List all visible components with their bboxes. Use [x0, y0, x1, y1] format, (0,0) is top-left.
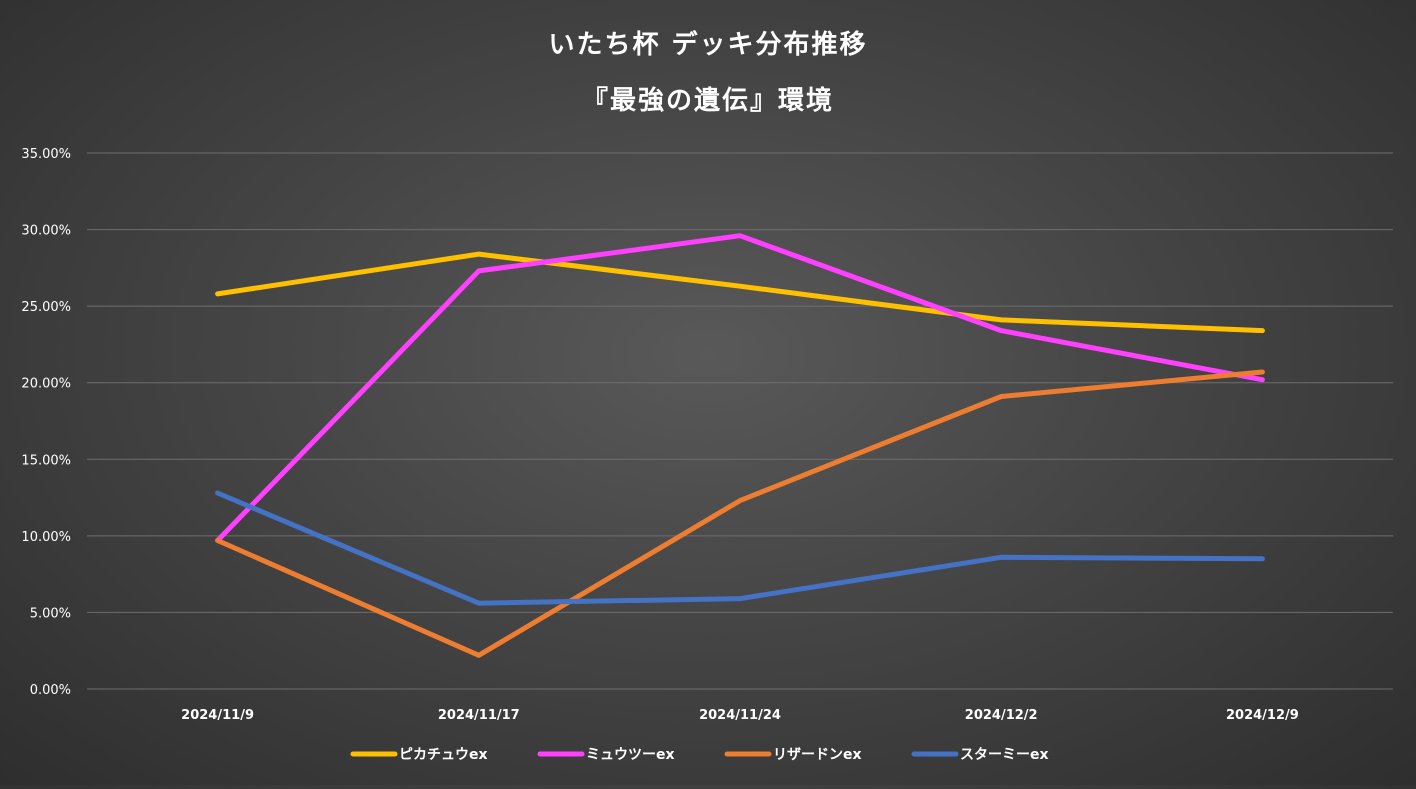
x-tick-label: 2024/11/9	[181, 708, 254, 723]
x-axis-ticks: 2024/11/9 2024/11/17 2024/11/24 2024/12/2 20…	[181, 708, 1299, 723]
y-tick-label: 10.00%	[21, 530, 71, 545]
y-tick-label: 35.00%	[21, 147, 71, 162]
x-tick-label: 2024/11/24	[699, 708, 781, 723]
x-tick-label: 2024/12/9	[1226, 708, 1299, 723]
y-tick-label: 20.00%	[21, 377, 71, 392]
chart-subtitle: 『最強の遺伝』環境	[582, 85, 834, 116]
series-line-1	[215, 251, 1265, 334]
series-line-2	[215, 233, 1265, 543]
y-tick-label: 5.00%	[30, 606, 71, 621]
legend-label: ミュウツーex	[586, 747, 675, 763]
x-tick-label: 2024/12/2	[965, 708, 1038, 723]
grid-layer	[87, 152, 1393, 690]
legend-label: リザードンex	[773, 747, 862, 763]
legend-label: スターミーex	[960, 747, 1049, 763]
y-tick-label: 15.00%	[21, 453, 71, 468]
y-tick-label: 30.00%	[21, 224, 71, 239]
y-axis-ticks: 0.00% 5.00% 10.00% 15.00% 20.00% 25.00% 30.00%…	[21, 147, 71, 698]
legend-label: ピカチュウex	[399, 747, 488, 763]
series-line-4	[215, 490, 1265, 606]
y-tick-label: 25.00%	[21, 300, 71, 315]
series-line-3	[215, 369, 1265, 658]
x-tick-label: 2024/11/17	[438, 708, 520, 723]
legend: ピカチュウex ミュウツーex リザードンex スターミーex	[350, 747, 1049, 763]
chart-title: いたち杯 デッキ分布推移	[548, 29, 867, 60]
series-layer	[215, 233, 1265, 658]
y-tick-label: 0.00%	[30, 683, 71, 698]
